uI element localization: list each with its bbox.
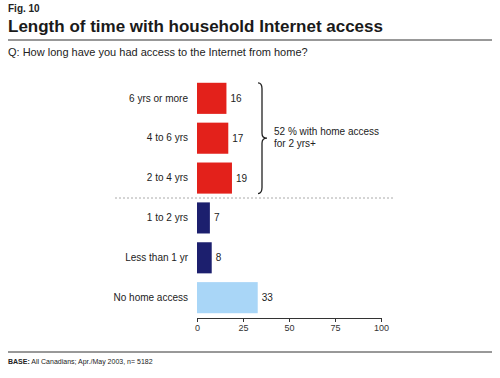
y-tick-label: Less than 1 yr bbox=[125, 252, 188, 263]
y-tick: 2 to 4 yrs bbox=[147, 172, 197, 183]
title-rule bbox=[8, 40, 492, 41]
annotation: 52 % with home accessfor 2 yrs+ bbox=[274, 126, 379, 149]
y-tick-label: 6 yrs or more bbox=[129, 93, 188, 104]
data-label: 17 bbox=[232, 133, 244, 144]
x-tick-mark bbox=[381, 318, 382, 322]
annotation-line: 52 % with home access bbox=[274, 126, 379, 137]
data-label: 19 bbox=[236, 173, 248, 184]
x-tick-label: 50 bbox=[284, 323, 294, 333]
y-tick: 1 to 2 yrs bbox=[147, 212, 197, 223]
note-lead: BASE: bbox=[8, 358, 30, 365]
data-label: 7 bbox=[214, 212, 220, 223]
y-tick-label: 2 to 4 yrs bbox=[147, 172, 188, 183]
x-tick: 75 bbox=[330, 318, 340, 333]
data-label: 16 bbox=[230, 93, 242, 104]
x-axis-line bbox=[198, 319, 382, 323]
data-label: 33 bbox=[262, 292, 274, 303]
bar bbox=[197, 242, 212, 273]
x-tick: 100 bbox=[374, 318, 389, 333]
x-tick: 0 bbox=[195, 318, 200, 333]
y-tick: 6 yrs or more bbox=[129, 93, 197, 104]
x-tick-mark bbox=[197, 318, 198, 322]
bar bbox=[197, 123, 228, 154]
y-tick-label: 1 to 2 yrs bbox=[147, 212, 188, 223]
x-tick-mark bbox=[335, 318, 336, 322]
x-tick: 50 bbox=[284, 318, 294, 333]
figure-label: Fig. 10 bbox=[8, 3, 40, 14]
note: BASE: All Canadians; Apr./May 2003, n= 5… bbox=[8, 358, 153, 366]
bar bbox=[197, 202, 210, 233]
bars bbox=[197, 83, 258, 313]
x-tick-label: 75 bbox=[330, 323, 340, 333]
x-tick-label: 25 bbox=[238, 323, 248, 333]
bar bbox=[197, 163, 232, 194]
title: Length of time with household Internet a… bbox=[8, 17, 383, 36]
y-tick: No home access bbox=[114, 292, 197, 303]
x-tick-label: 100 bbox=[374, 323, 389, 333]
bar bbox=[197, 282, 258, 313]
bracket bbox=[258, 83, 267, 194]
footer-rule bbox=[8, 352, 492, 353]
annotation-line: for 2 yrs+ bbox=[274, 138, 316, 149]
y-axis: 6 yrs or more 4 to 6 yrs 2 to 4 yrs 1 to 2 … bbox=[114, 93, 197, 303]
x-tick: 25 bbox=[238, 318, 248, 333]
chart-root: Fig. 10 Length of time with household Int… bbox=[0, 0, 500, 378]
y-tick: 4 to 6 yrs bbox=[147, 132, 197, 143]
x-axis: 0 25 50 75 100 bbox=[195, 318, 389, 333]
separator bbox=[115, 198, 395, 199]
y-tick-label: 4 to 6 yrs bbox=[147, 132, 188, 143]
x-tick-mark bbox=[289, 318, 290, 322]
note-rest: All Canadians; Apr./May 2003, n= 5182 bbox=[30, 358, 153, 366]
x-tick-label: 0 bbox=[195, 323, 200, 333]
x-tick-mark bbox=[243, 318, 244, 322]
data-label: 8 bbox=[216, 252, 222, 263]
y-tick: Less than 1 yr bbox=[125, 252, 197, 263]
data-labels: 16 17 19 7 8 33 bbox=[214, 93, 273, 303]
bar bbox=[197, 83, 226, 114]
y-tick-label: No home access bbox=[114, 292, 188, 303]
subtitle: Q: How long have you had access to the I… bbox=[8, 46, 308, 58]
